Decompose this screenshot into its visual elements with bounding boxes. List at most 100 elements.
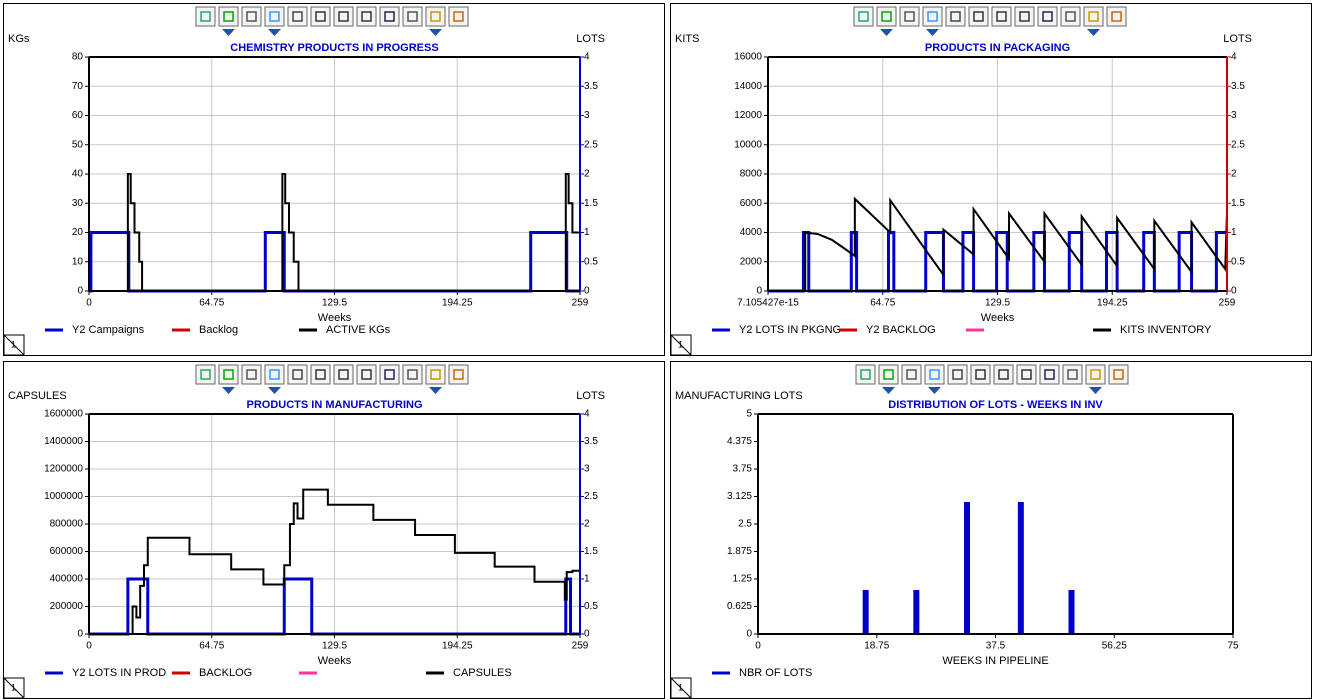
toolbar-button[interactable]	[1016, 364, 1037, 385]
sheet-tab-edge	[3, 677, 25, 699]
toolbar-button[interactable]	[287, 364, 308, 385]
toolbar-button[interactable]	[379, 364, 400, 385]
toolbar-button[interactable]	[947, 364, 968, 385]
toolbar-button[interactable]	[945, 6, 966, 27]
toolbar-glyph	[1044, 369, 1055, 380]
toolbar-button[interactable]	[922, 6, 943, 27]
toolbar-button[interactable]	[1014, 6, 1035, 27]
toolbar-button[interactable]	[333, 6, 354, 27]
y-tick-label: 0.625	[727, 601, 752, 612]
chart-panel: 1 DISTRIBUTION OF LOTS - WEEKS IN INV MANU…	[670, 361, 1312, 699]
y2-tick-label: 1	[1231, 227, 1237, 238]
toolbar-glyph	[858, 11, 869, 22]
x-tick-label: 0	[86, 298, 92, 309]
toolbar-button[interactable]	[195, 6, 216, 27]
y-tick-label: 0	[756, 286, 762, 297]
toolbar-button[interactable]	[993, 364, 1014, 385]
toolbar-button[interactable]	[402, 6, 423, 27]
toolbar-glyph	[904, 11, 915, 22]
toolbar-indicator	[268, 387, 281, 394]
y-tick-label: 0	[77, 629, 83, 640]
y-tick-label: 6000	[740, 198, 763, 209]
toolbar-button[interactable]	[241, 364, 262, 385]
x-axis-label: Weeks	[981, 312, 1015, 324]
toolbar-button[interactable]	[379, 6, 400, 27]
toolbar-button[interactable]	[425, 6, 446, 27]
x-tick-label: 64.75	[199, 298, 224, 309]
toolbar-button[interactable]	[333, 364, 354, 385]
legend-label: ACTIVE KGs	[326, 324, 391, 336]
bar	[1017, 502, 1024, 634]
y2-tick-label: 3	[584, 464, 590, 475]
toolbar-button[interactable]	[448, 364, 469, 385]
legend-label: Y2 Campaigns	[72, 324, 145, 336]
toolbar-glyph	[200, 11, 211, 22]
toolbar-glyph	[952, 369, 963, 380]
toolbar-glyph	[292, 369, 303, 380]
toolbar-button[interactable]	[448, 6, 469, 27]
legend-label: Y2 LOTS IN PROD	[72, 667, 166, 679]
toolbar-button[interactable]	[310, 364, 331, 385]
toolbar-button[interactable]	[1060, 6, 1081, 27]
toolbar-glyph	[881, 11, 892, 22]
y-tick-label: 0	[746, 629, 752, 640]
toolbar-button[interactable]	[855, 364, 876, 385]
toolbar-button[interactable]	[924, 364, 945, 385]
toolbar-button[interactable]	[425, 364, 446, 385]
x-tick-label: 64.75	[870, 298, 895, 309]
toolbar-button[interactable]	[899, 6, 920, 27]
y-tick-label: 16000	[734, 52, 762, 63]
toolbar-indicator	[1089, 387, 1102, 394]
toolbar-button[interactable]	[241, 6, 262, 27]
toolbar-button[interactable]	[310, 6, 331, 27]
y2-axis-label: LOTS	[576, 390, 605, 402]
y-tick-label: 1400000	[44, 436, 83, 447]
toolbar-button[interactable]	[264, 6, 285, 27]
toolbar-button[interactable]	[991, 6, 1012, 27]
toolbar-button[interactable]	[1062, 364, 1083, 385]
toolbar-button[interactable]	[1108, 364, 1129, 385]
toolbar-button[interactable]	[218, 364, 239, 385]
toolbar-button[interactable]	[968, 6, 989, 27]
toolbar-button[interactable]	[356, 6, 377, 27]
bar	[862, 590, 869, 634]
sheet-tab-edge	[670, 677, 692, 699]
toolbar-glyph	[315, 369, 326, 380]
toolbar-button[interactable]	[1106, 6, 1127, 27]
toolbar-button[interactable]	[218, 6, 239, 27]
chart-title: DISTRIBUTION OF LOTS - WEEKS IN INV	[888, 399, 1103, 411]
x-tick-label: 18.75	[864, 641, 889, 652]
legend-label: Y2 BACKLOG	[866, 324, 936, 336]
y2-tick-label: 2	[584, 169, 590, 180]
toolbar-glyph	[927, 11, 938, 22]
legend-label: CAPSULES	[453, 667, 512, 679]
y-tick-label: 10000	[734, 139, 762, 150]
y-tick-label: 12000	[734, 110, 762, 121]
y-tick-label: 1.875	[727, 546, 752, 557]
toolbar-button[interactable]	[1039, 364, 1060, 385]
toolbar-glyph	[407, 11, 418, 22]
toolbar-glyph	[996, 11, 1007, 22]
y-tick-label: 4000	[740, 227, 763, 238]
toolbar-button[interactable]	[1083, 6, 1104, 27]
toolbar-button[interactable]	[878, 364, 899, 385]
y2-tick-label: 1.5	[1231, 198, 1245, 209]
toolbar-button[interactable]	[1037, 6, 1058, 27]
toolbar-button[interactable]	[1085, 364, 1106, 385]
toolbar-button[interactable]	[853, 6, 874, 27]
toolbar-button[interactable]	[876, 6, 897, 27]
legend-label: BACKLOG	[199, 667, 252, 679]
toolbar-glyph	[361, 369, 372, 380]
toolbar-button[interactable]	[356, 364, 377, 385]
x-tick-label: 75	[1227, 641, 1239, 652]
toolbar-button[interactable]	[287, 6, 308, 27]
toolbar-button[interactable]	[195, 364, 216, 385]
toolbar-button[interactable]	[402, 364, 423, 385]
toolbar-button[interactable]	[264, 364, 285, 385]
y-tick-label: 1200000	[44, 464, 83, 475]
toolbar-glyph	[1113, 369, 1124, 380]
y-tick-label: 2000	[740, 256, 763, 267]
toolbar-button[interactable]	[970, 364, 991, 385]
y-tick-label: 4.375	[727, 436, 752, 447]
toolbar-button[interactable]	[901, 364, 922, 385]
